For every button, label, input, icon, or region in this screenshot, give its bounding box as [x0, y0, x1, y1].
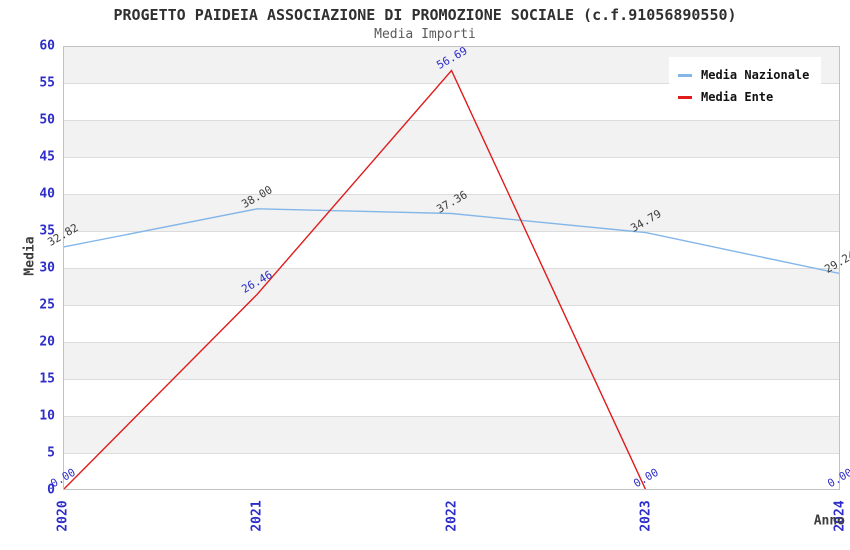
x-tick-label: 2022: [444, 500, 459, 532]
y-tick-label: 0: [47, 482, 55, 498]
gridline: [63, 453, 840, 454]
y-tick-label: 20: [39, 334, 55, 350]
legend-line-marker: [678, 73, 692, 77]
series-line-media-ente: [63, 69, 840, 490]
gridline: [63, 342, 840, 343]
y-tick-label: 55: [39, 75, 55, 91]
x-axis-title: Anno: [813, 513, 845, 529]
y-tick-label: 45: [39, 149, 55, 165]
legend-label: Media Ente: [701, 90, 774, 104]
gridline: [63, 120, 840, 121]
plot-area: [63, 46, 840, 490]
y-tick-label: 5: [47, 445, 55, 461]
y-tick-label: 50: [39, 112, 55, 128]
y-tick-label: 10: [39, 408, 55, 424]
y-tick-label: 35: [39, 223, 55, 239]
y-tick-label: 40: [39, 186, 55, 202]
y-axis-ticks: 0 5 10 15 20 25 30 35 40 45 50 55 60: [0, 39, 55, 498]
x-tick-label: 2021: [249, 500, 265, 532]
gridline: [63, 305, 840, 306]
y-tick-label: 15: [39, 371, 55, 387]
y-tick-label: 30: [39, 260, 55, 276]
gridline: [63, 379, 840, 380]
x-tick-label: 2020: [55, 500, 71, 532]
gridline: [63, 416, 840, 417]
y-tick-label: 60: [39, 38, 55, 54]
chart-title: PROGETTO PAIDEIA ASSOCIAZIONE DI PROMOZI…: [113, 6, 737, 24]
x-tick-label: 2023: [638, 500, 654, 532]
legend-item: Media Ente: [678, 86, 809, 108]
legend: Media Nazionale Media Ente: [669, 57, 822, 115]
legend-line-marker: [678, 95, 692, 99]
gridline: [63, 83, 840, 84]
gridline: [63, 268, 840, 269]
y-axis-title: Media: [22, 236, 38, 276]
gridline: [63, 231, 840, 232]
y-tick-label: 25: [39, 297, 55, 313]
series-line-media-nazionale: [63, 208, 840, 275]
legend-item: Media Nazionale: [678, 64, 809, 86]
series-lines: [63, 69, 840, 490]
chart-subtitle: Media Importi: [374, 27, 476, 42]
legend-label: Media Nazionale: [701, 68, 810, 82]
gridline: [63, 194, 840, 195]
gridline: [63, 157, 840, 158]
